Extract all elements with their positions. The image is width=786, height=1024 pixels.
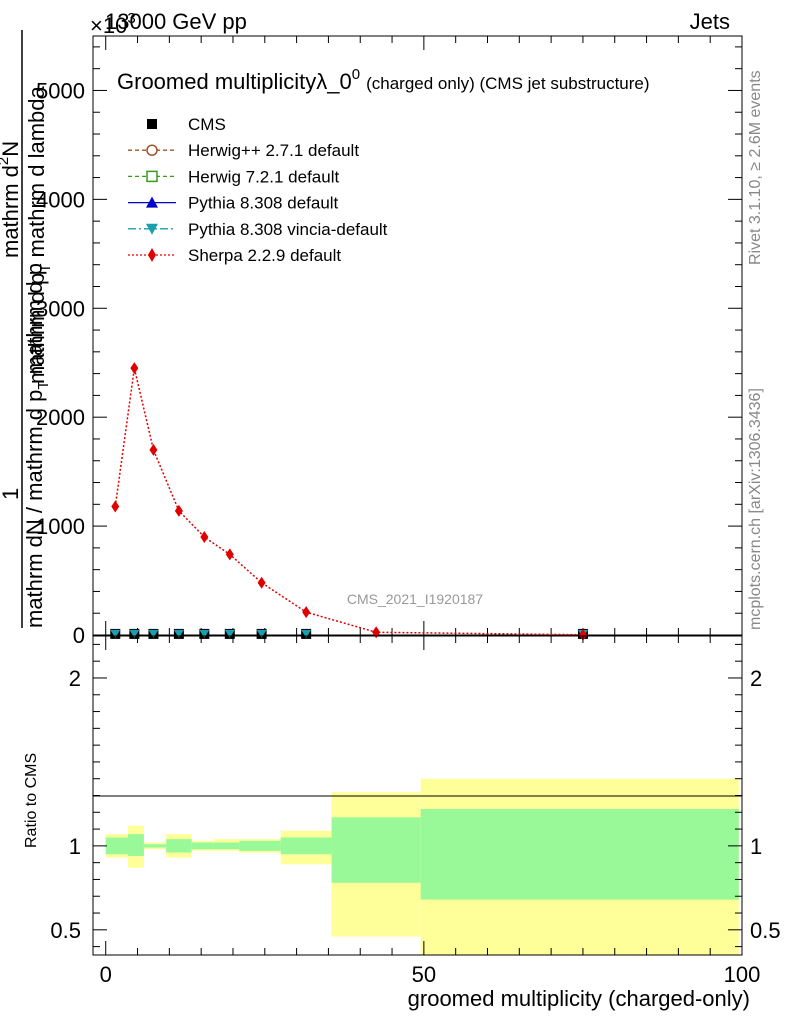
ratio-y-tick-label: 1 <box>750 834 762 859</box>
legend-label: Herwig++ 2.7.1 default <box>188 141 359 160</box>
ratio-y-tick-label: 2 <box>69 666 81 691</box>
legend-label: Pythia 8.308 vincia-default <box>188 220 388 239</box>
sherpa-point <box>578 628 587 641</box>
energy-label: 13000 GeV pp <box>105 9 247 34</box>
sherpa-point <box>225 548 234 561</box>
y-tick-label: 1000 <box>36 514 85 539</box>
legend: CMS Herwig++ 2.7.1 default Herwig 7.2.1 de… <box>128 115 388 265</box>
ratio-stat-band <box>105 837 128 855</box>
exponent-label: ×103 <box>90 10 136 38</box>
legend-label: Pythia 8.308 default <box>188 194 339 213</box>
sherpa-point <box>302 606 311 619</box>
y-tick-label: 0 <box>73 623 85 648</box>
top-ylabel: 1 mathrm dN / mathrm d pT mathrm d p mat… <box>0 30 54 628</box>
svg-text:1: 1 <box>0 488 23 500</box>
ratio-stat-band <box>191 842 214 850</box>
vincia-point <box>224 629 235 638</box>
y-tick-label: 5000 <box>36 78 85 103</box>
vincia-point <box>173 629 184 638</box>
legend-label: Sherpa 2.2.9 default <box>188 246 341 265</box>
y-tick-label: 3000 <box>36 296 85 321</box>
ratio-ticks: 0.5 0.5 1 1 2 2 0 50 100 <box>50 636 781 987</box>
svg-text:mathrm d pT mathrm d lambda: mathrm d pT mathrm d lambda <box>24 86 54 384</box>
sherpa-line <box>114 368 583 636</box>
legend-marker-circle <box>146 144 158 156</box>
sherpa-point <box>372 626 381 639</box>
vincia-point <box>129 629 140 638</box>
ratio-stat-band <box>166 839 192 853</box>
sherpa-point <box>200 530 209 543</box>
x-tick-label: 100 <box>724 962 761 987</box>
ratio-stat-band <box>127 834 144 856</box>
legend-marker-triangle-up <box>146 196 158 208</box>
ratio-y-tick-label: 0.5 <box>50 918 81 943</box>
sherpa-point <box>174 504 183 517</box>
x-axis-label: groomed multiplicity (charged-only) <box>408 986 750 1011</box>
analysis-id: CMS_2021_I1920187 <box>347 591 483 607</box>
y-tick-label: 4000 <box>36 187 85 212</box>
svg-text:mathrm d2N: mathrm d2N <box>0 141 23 258</box>
plot-title: Groomed multiplicityλ_00 (charged only) (… <box>117 66 650 94</box>
vincia-point <box>199 629 210 638</box>
x-tick-label: 50 <box>412 962 436 987</box>
vincia-point <box>301 629 312 638</box>
y-tick-label: 2000 <box>36 405 85 430</box>
sherpa-point <box>111 500 120 513</box>
x-tick-label: 0 <box>100 962 112 987</box>
ratio-y-tick-label: 2 <box>750 666 762 691</box>
vincia-point <box>256 629 267 638</box>
ratio-stat-band <box>280 837 332 855</box>
sherpa-point <box>257 576 266 589</box>
top-ticks: 0 1000 2000 3000 4000 5000 <box>36 36 743 648</box>
mcplots-label: mcplots.cern.ch [arXiv:1306.3436] <box>747 388 764 630</box>
ratio-ylabel: Ratio to CMS <box>23 753 40 848</box>
vincia-point <box>110 629 121 638</box>
legend-marker-triangle-down <box>146 223 158 235</box>
sherpa-point <box>149 443 158 456</box>
sherpa-point <box>130 362 139 375</box>
legend-label: Herwig 7.2.1 default <box>188 167 339 186</box>
legend-marker-square <box>147 119 157 129</box>
ratio-stat-band <box>143 844 167 848</box>
top-plot-frame <box>92 35 743 636</box>
ratio-y-tick-label: 0.5 <box>750 918 781 943</box>
rivet-label: Rivet 3.1.10, ≥ 2.6M events <box>747 70 764 265</box>
ratio-stat-band <box>239 840 281 851</box>
ratio-stat-band <box>331 817 421 883</box>
ratio-stat-band <box>213 842 240 850</box>
ratio-bands <box>105 778 739 955</box>
ratio-y-tick-label: 1 <box>69 834 81 859</box>
svg-text:mathrm dN / mathrm d pT mathrm: mathrm dN / mathrm d pT mathrm d p <box>22 263 52 628</box>
process-label: Jets <box>690 9 730 34</box>
top-marks <box>110 362 588 641</box>
vincia-point <box>148 629 159 638</box>
legend-marker-open-square <box>146 170 158 183</box>
ratio-stat-band <box>420 808 739 900</box>
legend-label: CMS <box>188 115 226 134</box>
legend-marker-diamond <box>148 248 156 262</box>
